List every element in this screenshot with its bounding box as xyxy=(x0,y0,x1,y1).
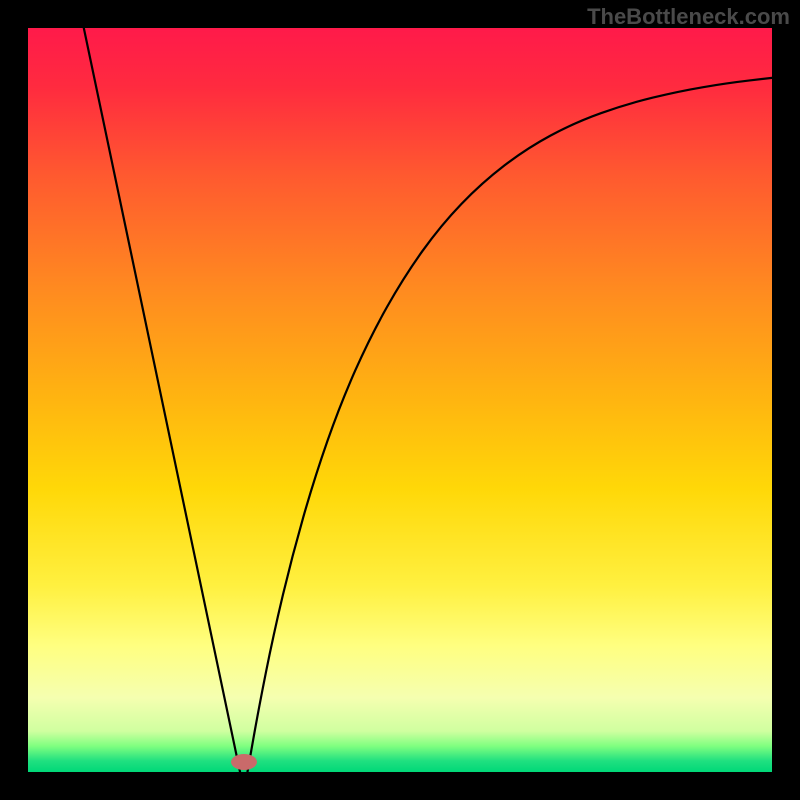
bottleneck-curve xyxy=(28,28,772,772)
watermark-text: TheBottleneck.com xyxy=(587,4,790,30)
optimal-point-marker xyxy=(231,754,257,770)
plot-area xyxy=(28,28,772,772)
